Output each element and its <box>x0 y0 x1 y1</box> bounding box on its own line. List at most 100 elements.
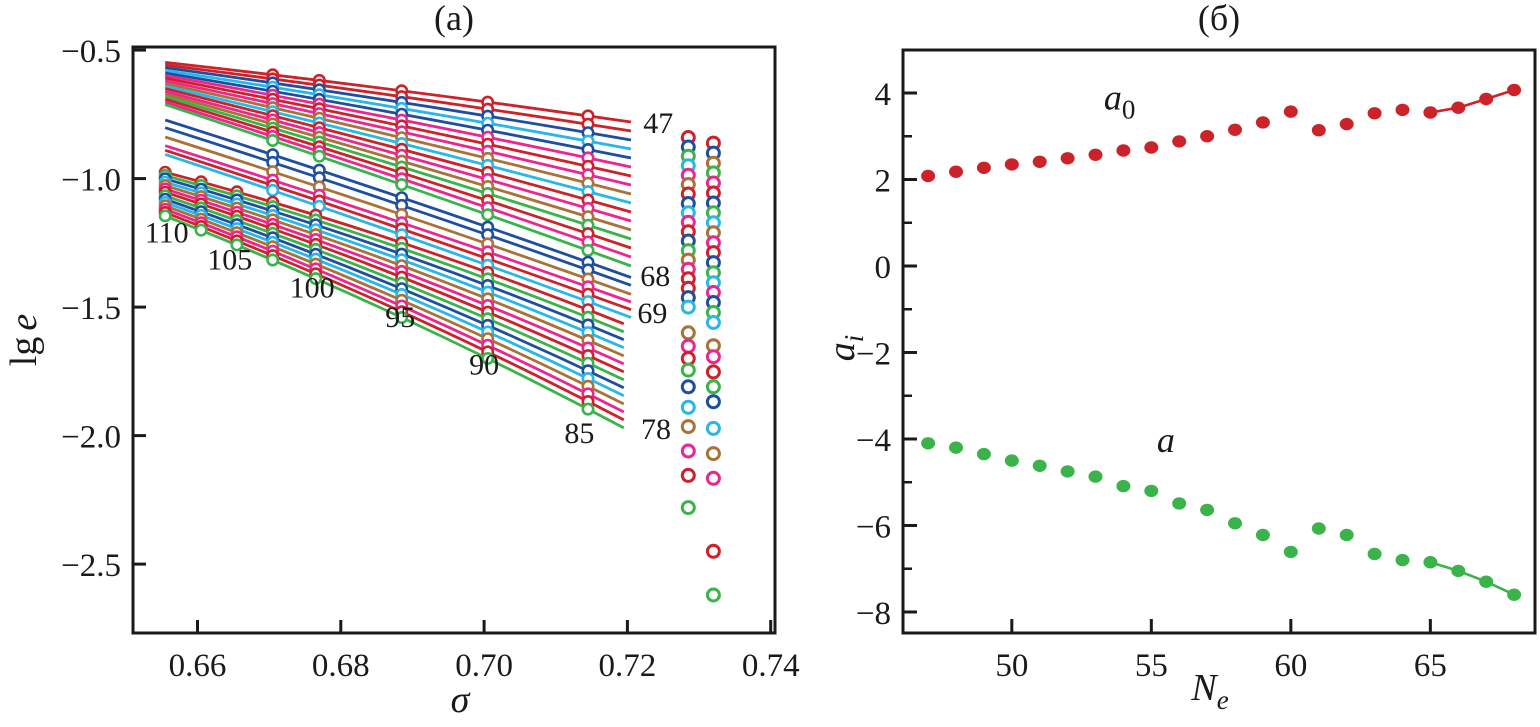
marker-circle <box>266 183 280 197</box>
fan-line-lower-bundle <box>164 197 625 390</box>
marker-circle <box>194 223 208 237</box>
isolated-data-circle <box>680 419 696 435</box>
series-a0-point <box>921 169 936 183</box>
panel-b-y-axis-label: ai <box>821 335 869 362</box>
panel-b-x-tick-label: 50 <box>995 648 1028 684</box>
curve-label-100: 100 <box>290 272 335 305</box>
panel-b-y-tick-label: 0 <box>875 250 892 286</box>
panel-a-title: (a) <box>434 0 474 38</box>
series-a0-point <box>1423 106 1438 119</box>
series-a-point <box>1255 528 1270 542</box>
series-a-point <box>1451 564 1466 578</box>
marker-circle <box>395 310 409 324</box>
isolated-data-circle <box>705 364 721 380</box>
isolated-data-circle <box>705 470 721 486</box>
panel-b-title: (б) <box>1198 0 1240 38</box>
panel-a-plot-box <box>131 45 777 635</box>
panel-a: 0.66 0.68 0.70 0.72 0.74 −0.5 −1.0 −1.5 −2.0 −2.5… <box>3 0 800 721</box>
isolated-data-circle <box>680 467 696 483</box>
series-a0-point <box>1255 116 1270 129</box>
curve-label-85: 85 <box>564 417 594 450</box>
series-a0-point <box>1060 152 1075 165</box>
isolated-data-circle <box>680 500 696 516</box>
curve-label-68: 68 <box>640 260 670 293</box>
curve-label-78: 78 <box>641 413 671 446</box>
isolated-data-circle <box>705 446 721 462</box>
panel-a-y-tick-label: −1.0 <box>61 163 121 199</box>
curve-label-47: 47 <box>643 107 673 140</box>
isolated-data-circle <box>705 379 721 395</box>
panel-a-x-axis-label: σ <box>451 679 471 721</box>
marker-circle <box>309 272 323 286</box>
panel-b-plot-box <box>901 48 1537 635</box>
series-a-point <box>1367 547 1382 561</box>
panel-a-y-tick-label: −2.0 <box>61 420 121 456</box>
panel-b-annotations: a0 a <box>1104 77 1175 460</box>
panel-b-ticks: 50 55 60 65 4 2 0 −2 −4 −6 −8 <box>856 77 1447 684</box>
panel-a-curve-labels: 110 105 100 95 90 85 47 68 69 78 <box>145 107 673 450</box>
series-a-point <box>1311 522 1326 535</box>
isolated-data-circle <box>705 543 721 559</box>
isolated-data-circle <box>705 587 721 603</box>
series-a-point <box>1423 556 1438 569</box>
fan-line-lower-bundle <box>164 194 625 382</box>
fan-line-lower-bundle <box>164 214 625 430</box>
curve-label-90: 90 <box>469 349 499 382</box>
isolated-data-circle <box>705 394 721 410</box>
panel-b-x-axis-label: Ne <box>1190 667 1228 715</box>
fan-line-lower-bundle <box>164 190 625 374</box>
fan-line-lower-bundle <box>164 177 625 341</box>
fan-line-lower-bundle <box>164 204 625 406</box>
series-a0-point <box>1367 107 1382 120</box>
panel-a-x-tick-label: 0.72 <box>599 648 657 684</box>
panel-a-ticks: 0.66 0.68 0.70 0.72 0.74 −0.5 −1.0 −1.5 −2.0 −2.5 <box>61 34 799 684</box>
series-a0-point <box>1507 83 1522 97</box>
panel-b-y-tick-label: −4 <box>856 423 891 459</box>
curve-label-105: 105 <box>207 243 252 276</box>
series-a0-line <box>1430 88 1515 114</box>
series-a0-point <box>1088 148 1103 161</box>
series-a0-point <box>1172 135 1187 148</box>
series-a-point <box>1144 484 1159 498</box>
panel-b-x-tick-label: 55 <box>1135 648 1168 684</box>
series-a-point <box>1507 588 1522 601</box>
fan-line-lower-bundle <box>164 174 625 334</box>
series-a0-point <box>1228 123 1242 136</box>
fan-line-lower-bundle <box>164 187 625 366</box>
series-a0-point <box>1032 155 1047 168</box>
series-a0-point <box>1451 101 1466 114</box>
series-a-annotation: a <box>1157 420 1175 460</box>
panel-a-x-tick-label: 0.74 <box>742 648 800 684</box>
series-a0-point <box>1116 144 1131 157</box>
isolated-data-circle <box>705 420 721 436</box>
marker-circle <box>581 402 595 416</box>
marker-circle <box>581 243 595 257</box>
marker-circle <box>230 238 244 252</box>
series-a-point <box>1479 575 1494 588</box>
panel-b-x-tick-label: 60 <box>1274 648 1307 684</box>
marker-circle <box>481 351 495 365</box>
fan-line-lower-bundle <box>164 201 625 398</box>
series-a-point <box>1004 454 1019 467</box>
marker-circle <box>158 209 172 223</box>
isolated-data-circle <box>680 338 696 354</box>
marker-circle <box>266 134 280 148</box>
fan-line-lower-bundle <box>164 180 625 349</box>
panel-b-y-tick-label: −8 <box>856 596 891 632</box>
fan-line-lower-bundle <box>164 211 625 422</box>
series-a0-point <box>1144 141 1159 154</box>
series-a-point <box>976 447 991 461</box>
panel-b-series <box>921 83 1522 601</box>
panel-a-x-tick-label: 0.70 <box>455 648 513 684</box>
series-a-point <box>1395 553 1410 567</box>
series-a0-point <box>1200 130 1215 143</box>
panel-a-y-axis-label: lge <box>3 314 45 367</box>
series-a-line <box>1430 560 1515 596</box>
curve-label-95: 95 <box>385 301 415 334</box>
series-a-point <box>1339 528 1354 542</box>
fan-line-lower-bundle <box>164 170 625 326</box>
marker-circle <box>312 149 326 163</box>
panel-b-y-tick-label: −2 <box>856 336 891 372</box>
panel-b-y-tick-label: 4 <box>875 77 892 113</box>
